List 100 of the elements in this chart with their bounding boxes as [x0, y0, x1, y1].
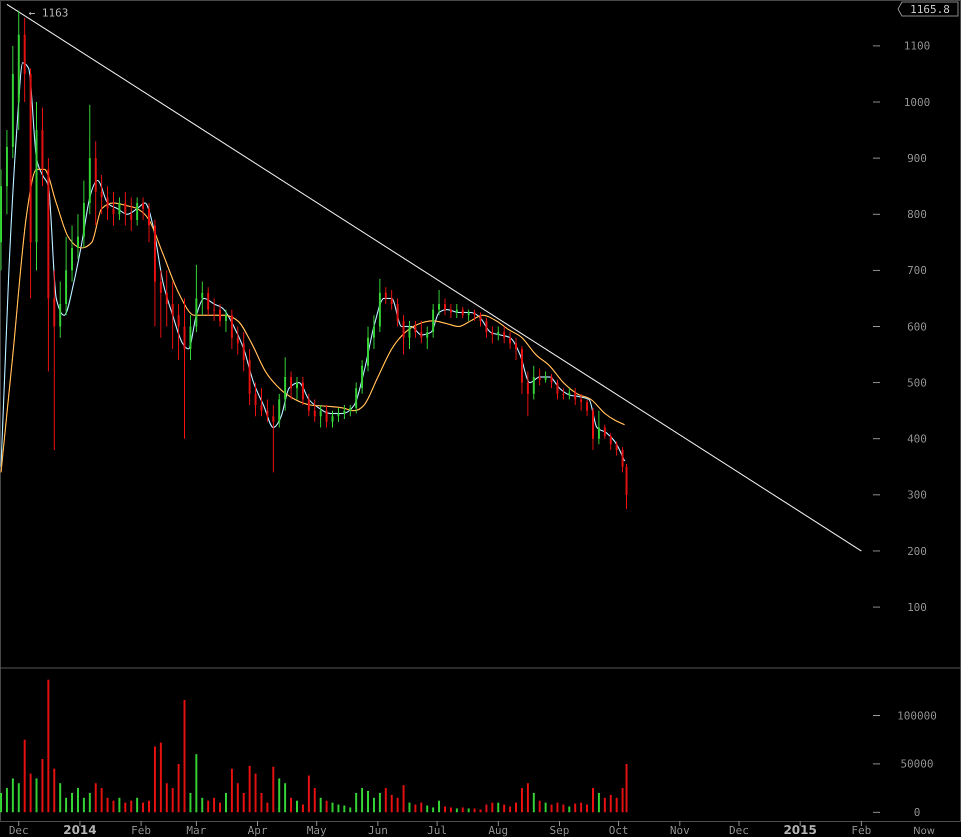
y-tick-label: 700 [907, 264, 927, 278]
candlestick [178, 304, 180, 361]
bar [361, 788, 364, 812]
y-tick-label: 0 [914, 806, 920, 820]
x-tick-label: May [306, 824, 328, 837]
candlestick [136, 196, 138, 226]
bar [592, 788, 594, 812]
candlestick [550, 374, 553, 389]
candlestick [586, 398, 588, 417]
bar [480, 809, 482, 812]
candlestick [118, 196, 120, 220]
candlestick [349, 404, 352, 417]
candlestick [444, 298, 446, 316]
candlestick [308, 393, 310, 417]
bar [532, 792, 535, 812]
candlestick [112, 191, 114, 226]
candlestick [610, 432, 612, 450]
candlestick [532, 365, 535, 400]
bar [242, 792, 245, 812]
candlestick [242, 332, 245, 372]
bar [82, 798, 85, 812]
bar [468, 808, 470, 812]
line-series [0, 62, 626, 468]
candlestick [474, 309, 476, 322]
candlestick [106, 186, 109, 220]
bar [616, 798, 618, 812]
bar [402, 785, 405, 812]
candlestick [580, 393, 582, 412]
candlestick [236, 326, 239, 356]
candlestick [290, 370, 292, 400]
bar [332, 802, 334, 812]
bar [550, 804, 553, 812]
candlestick [450, 304, 452, 319]
bar [497, 802, 500, 812]
bar [100, 788, 103, 812]
x-tick-label: 2014 [63, 823, 97, 837]
bar [248, 766, 251, 812]
x-tick-label: Dec [729, 824, 749, 837]
candlestick [266, 398, 268, 422]
candlestick [148, 202, 150, 243]
candlestick [556, 379, 558, 400]
bar [254, 774, 257, 812]
bar [189, 792, 192, 812]
candlestick [160, 270, 162, 338]
candlestick [402, 314, 405, 356]
candlestick [302, 376, 304, 406]
bar [586, 804, 588, 812]
candlestick [544, 370, 547, 384]
bar [65, 798, 68, 812]
candlestick [314, 398, 316, 422]
bar [610, 794, 612, 812]
bar [112, 800, 114, 812]
candlestick [598, 410, 600, 445]
y-tick-label: 200 [907, 544, 927, 558]
bar [580, 802, 582, 812]
candlestick [260, 388, 262, 417]
line-series [0, 168, 626, 473]
bar [444, 806, 446, 812]
bar [94, 783, 97, 812]
candlestick [278, 393, 280, 428]
y-tick-label: 1100 [904, 40, 930, 53]
y-tick-label: 100 [907, 600, 927, 614]
candlestick [497, 326, 500, 342]
bar [526, 783, 529, 812]
candlestick [456, 304, 458, 319]
bar [166, 783, 168, 812]
bar [520, 788, 523, 812]
candlestick [361, 360, 364, 394]
bar [367, 790, 370, 812]
bar [24, 740, 26, 812]
candlestick [332, 410, 334, 428]
candlestick [71, 224, 74, 282]
x-tick-label: Dec [8, 824, 29, 837]
bar [574, 804, 576, 812]
bar [462, 807, 464, 812]
candlestick [207, 286, 210, 316]
bar [515, 802, 518, 812]
bar [426, 806, 428, 812]
x-tick-label: Jun [368, 824, 388, 837]
bar [6, 788, 8, 812]
candlestick [166, 270, 168, 327]
candlestick [503, 326, 506, 344]
bar [124, 802, 126, 812]
bar [414, 804, 416, 812]
bar [201, 798, 204, 812]
candlestick [224, 309, 227, 333]
bar [290, 798, 292, 812]
candlestick [272, 404, 274, 473]
bar [337, 804, 340, 812]
candlestick [100, 174, 103, 215]
bar [178, 764, 180, 812]
bar [142, 802, 144, 812]
bar [30, 774, 32, 812]
candlestick [574, 388, 576, 406]
candlestick [515, 337, 518, 361]
bar [485, 804, 488, 812]
bar [568, 806, 570, 812]
bar [41, 759, 44, 812]
bar [0, 792, 2, 812]
candlestick [462, 306, 464, 319]
